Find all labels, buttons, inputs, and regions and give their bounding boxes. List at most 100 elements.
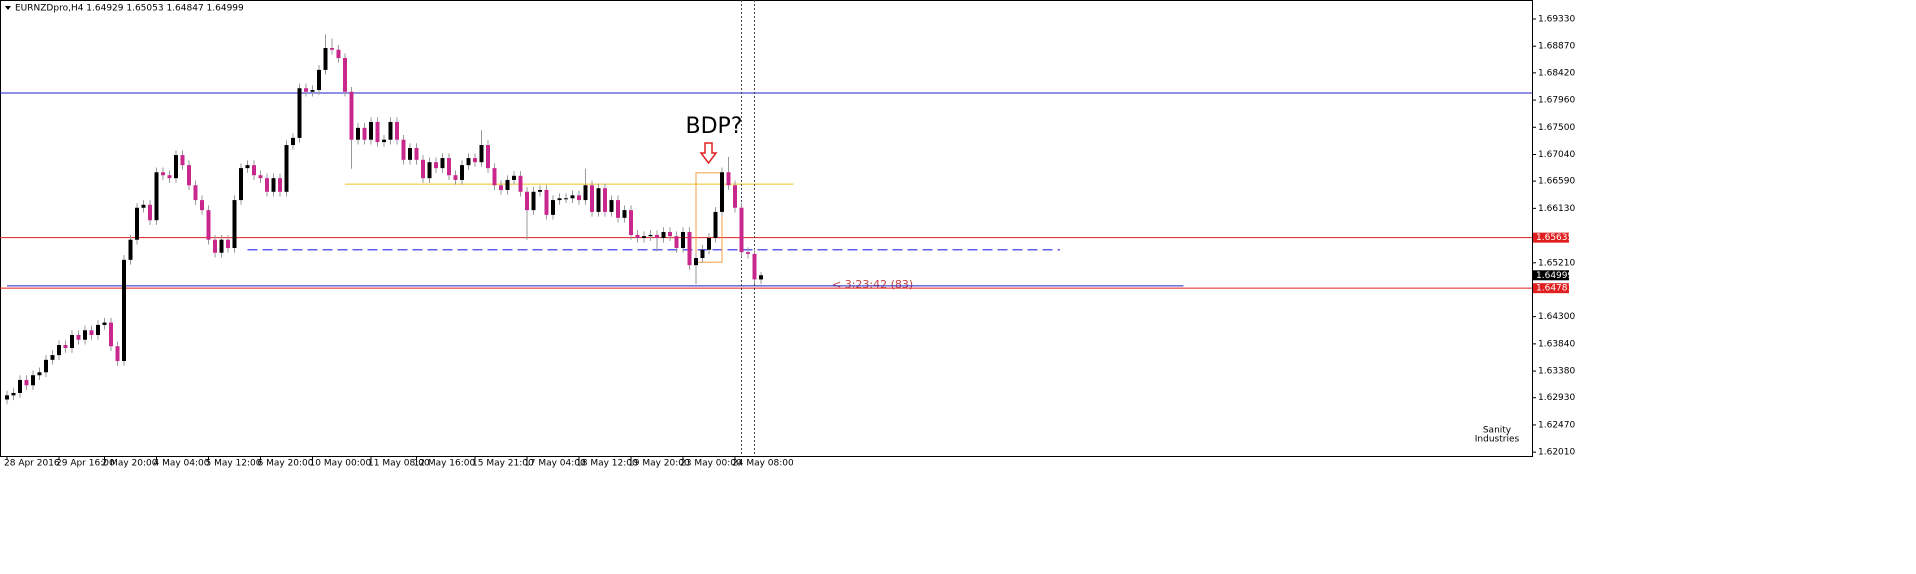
candle-body: [18, 379, 22, 393]
candle-body: [648, 234, 653, 237]
candle-body: [635, 234, 640, 238]
x-tick-label: 4 May 04:00: [154, 459, 210, 469]
current-price: 1.64999: [1536, 271, 1573, 281]
candle-body: [518, 175, 523, 192]
candle-body: [258, 175, 263, 179]
candle-body: [408, 147, 412, 160]
x-tick-label: 2 May 20:00: [102, 459, 158, 469]
candle-body: [265, 178, 269, 192]
y-tick-label: 1.66130: [1538, 204, 1575, 214]
candle-body: [83, 330, 87, 340]
x-tick-label: 24 May 08:00: [732, 459, 794, 469]
timer: < 3:23:42 (83): [832, 278, 913, 291]
candle-body: [349, 91, 354, 140]
candle-body: [161, 172, 165, 176]
candle-body: [466, 158, 471, 166]
box: [695, 172, 723, 263]
candle-body: [382, 139, 386, 143]
candle-body: [109, 322, 113, 347]
candle-body: [187, 165, 191, 186]
candle-body: [70, 334, 74, 349]
candle-body: [544, 190, 549, 215]
candle-body: [687, 232, 692, 266]
candle-body: [154, 172, 159, 221]
candle-body: [720, 172, 724, 212]
candle-body: [310, 90, 315, 92]
price-label: 1.65635: [1536, 233, 1573, 243]
candle-body: [440, 158, 445, 169]
candle-body: [213, 239, 217, 253]
candle-body: [700, 249, 705, 259]
candle-body: [707, 237, 711, 250]
candle-body: [63, 345, 68, 349]
candle-body: [148, 204, 152, 221]
y-tick-label: 1.65210: [1538, 258, 1575, 268]
arrow: [699, 142, 718, 165]
candle-body: [5, 395, 9, 400]
candle-body: [122, 259, 126, 362]
candle-body: [232, 200, 237, 249]
x-tick-label: 11 May 08:00: [368, 459, 430, 469]
candle-body: [713, 211, 718, 238]
candle-body: [128, 239, 133, 260]
y-tick-label: 1.68870: [1538, 42, 1575, 52]
candle-body: [460, 165, 464, 180]
candle-body: [733, 185, 737, 208]
candle-body: [505, 179, 510, 191]
candle-body: [570, 195, 575, 199]
candle-body: [479, 145, 484, 163]
x-tick-label: 19 May 20:00: [628, 459, 690, 469]
current-price-box: [1533, 270, 1569, 281]
x-tick-label: 15 May 21:00: [472, 459, 534, 469]
candle-body: [538, 190, 542, 192]
candle-body: [622, 210, 627, 218]
x-tick-label: 23 May 00:00: [680, 459, 742, 469]
candle-body: [674, 236, 679, 249]
x-tick-label: 28 Apr 2016: [4, 459, 60, 469]
candle-body: [219, 239, 224, 253]
candle-body: [44, 359, 48, 373]
candle-body: [746, 252, 750, 254]
candle-body: [278, 178, 282, 192]
candle-body: [11, 392, 16, 396]
candle-body: [167, 175, 172, 179]
candle-body: [453, 175, 458, 180]
candle-body: [330, 47, 334, 50]
candle-body: [57, 345, 61, 356]
candle-body: [421, 159, 425, 179]
candle-body: [414, 147, 419, 160]
candle-body: [180, 155, 185, 166]
candle-body: [141, 204, 146, 208]
candle-body: [226, 239, 230, 249]
candle-body: [362, 127, 367, 140]
candle-body: [590, 185, 594, 212]
candle-body: [739, 207, 744, 253]
y-tick-label: 1.62470: [1538, 420, 1575, 430]
plot-frame: [0, 0, 1533, 457]
y-tick-label: 1.67960: [1538, 96, 1575, 106]
title-icon: [5, 6, 11, 10]
y-tick-label: 1.64300: [1538, 312, 1575, 322]
x-tick-label: 29 Apr 16:00: [56, 459, 115, 469]
y-tick-label: 1.69330: [1538, 14, 1575, 24]
candle-body: [759, 275, 763, 280]
candle-body: [115, 346, 120, 362]
y-tick-label: 1.67040: [1538, 150, 1575, 160]
candle-body: [375, 121, 380, 143]
watermark: Industries: [1475, 435, 1520, 445]
candle-body: [531, 191, 536, 211]
y-tick-label: 1.68420: [1538, 68, 1575, 78]
y-tick-label: 1.63840: [1538, 339, 1575, 349]
candle-body: [752, 253, 757, 280]
y-tick-label: 1.67500: [1538, 123, 1575, 133]
candle-body: [356, 127, 360, 140]
candle-body: [401, 139, 406, 160]
candle-body: [512, 175, 516, 180]
candle-body: [473, 158, 477, 163]
candle-body: [434, 162, 438, 169]
candle-body: [271, 178, 276, 192]
candle-body: [642, 236, 646, 238]
candle-body: [668, 232, 672, 237]
candle-body: [388, 121, 393, 140]
